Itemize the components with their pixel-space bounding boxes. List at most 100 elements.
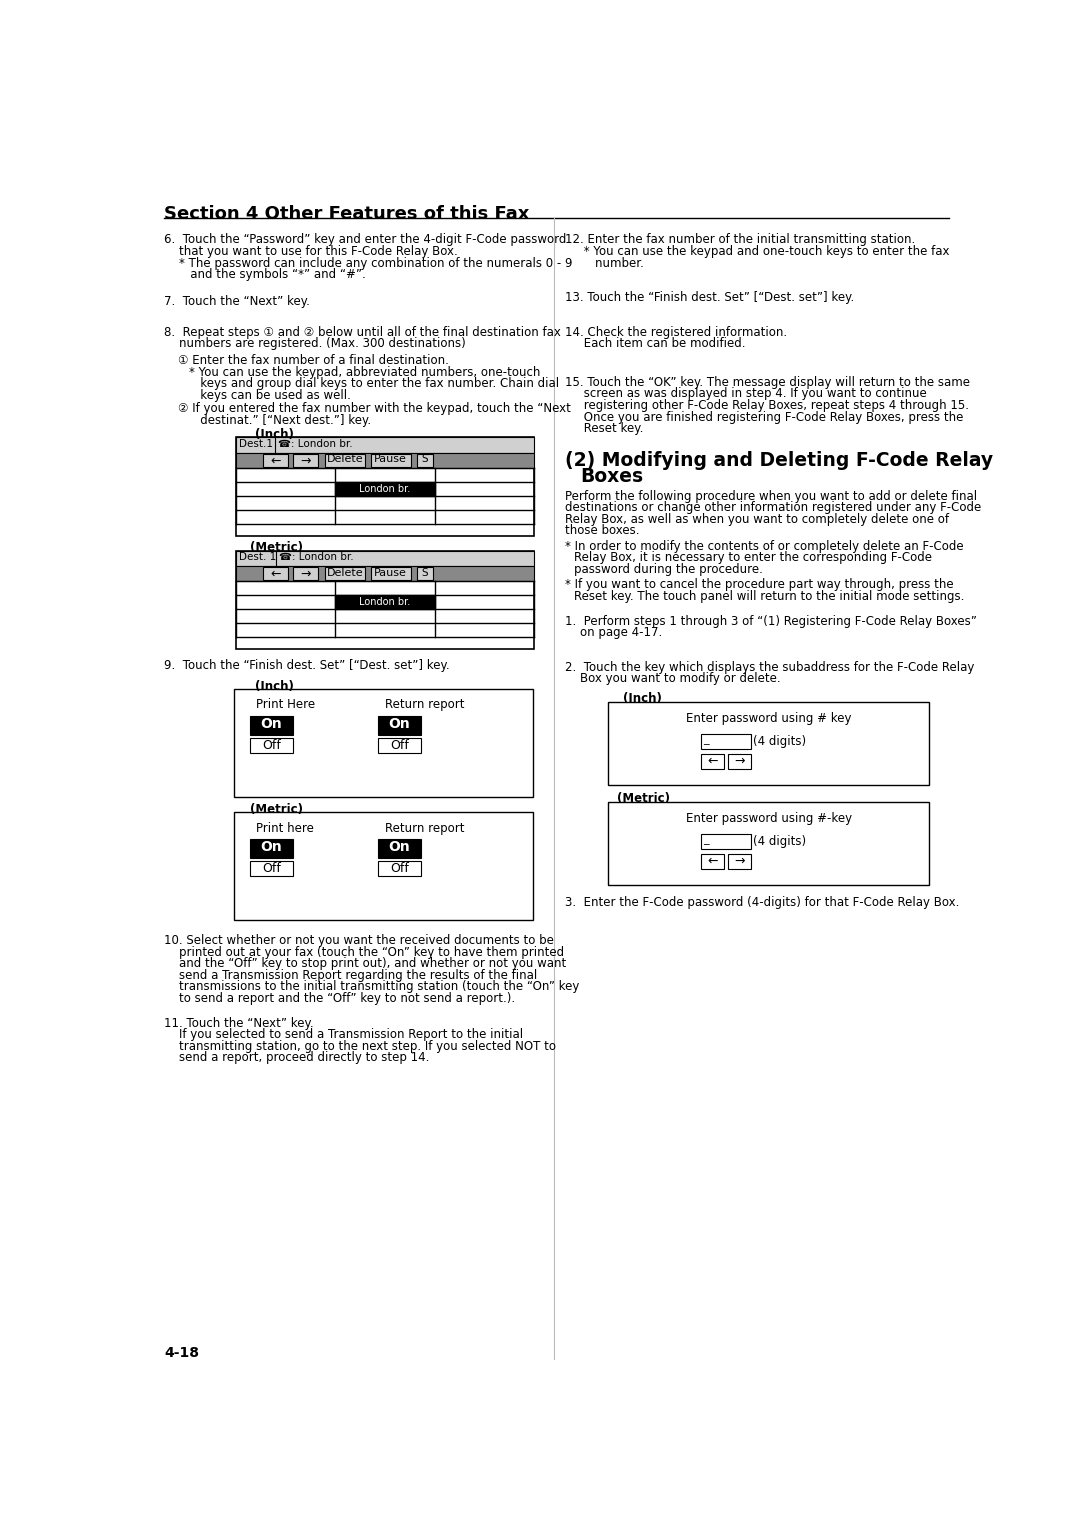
Text: 6.  Touch the “Password” key and enter the 4-digit F-Code password: 6. Touch the “Password” key and enter th… bbox=[164, 234, 567, 246]
Text: 1.  Perform steps 1 through 3 of “(1) Registering F-Code Relay Boxes”: 1. Perform steps 1 through 3 of “(1) Reg… bbox=[565, 614, 977, 628]
Bar bbox=[608, 802, 930, 885]
Text: Enter password using #-key: Enter password using #-key bbox=[686, 813, 852, 825]
Text: (Metric): (Metric) bbox=[249, 804, 302, 816]
Text: ☎: London br.: ☎: London br. bbox=[279, 552, 354, 562]
Text: destinations or change other information registered under any F-Code: destinations or change other information… bbox=[565, 501, 982, 515]
Bar bbox=[262, 454, 287, 466]
Text: On: On bbox=[389, 840, 410, 854]
Text: ←: ← bbox=[270, 567, 281, 581]
Text: 11. Touch the “Next” key.: 11. Touch the “Next” key. bbox=[164, 1016, 314, 1030]
Bar bbox=[378, 860, 421, 877]
Bar bbox=[417, 454, 433, 466]
Text: Once you are finished registering F-Code Relay Boxes, press the: Once you are finished registering F-Code… bbox=[565, 411, 963, 423]
Bar bbox=[234, 813, 532, 920]
Text: 8.  Repeat steps ① and ② below until all of the final destination fax: 8. Repeat steps ① and ② below until all … bbox=[164, 325, 562, 339]
Bar bbox=[701, 733, 751, 749]
Text: Box you want to modify or delete.: Box you want to modify or delete. bbox=[565, 672, 781, 686]
Text: 12. Enter the fax number of the initial transmitting station.: 12. Enter the fax number of the initial … bbox=[565, 234, 916, 246]
Text: (Inch): (Inch) bbox=[255, 680, 294, 694]
Text: * In order to modify the contents of or completely delete an F-Code: * In order to modify the contents of or … bbox=[565, 539, 963, 553]
Text: Dest. 1: Dest. 1 bbox=[239, 552, 276, 562]
Bar bbox=[293, 567, 318, 581]
Text: On: On bbox=[260, 840, 282, 854]
Text: numbers are registered. (Max. 300 destinations): numbers are registered. (Max. 300 destin… bbox=[164, 338, 467, 350]
Text: ② If you entered the fax number with the keypad, touch the “Next: ② If you entered the fax number with the… bbox=[178, 402, 571, 416]
Text: Pause: Pause bbox=[375, 454, 407, 465]
Text: * You can use the keypad, abbreviated numbers, one-touch: * You can use the keypad, abbreviated nu… bbox=[189, 365, 541, 379]
Bar bbox=[370, 567, 410, 581]
Text: printed out at your fax (touch the “On” key to have them printed: printed out at your fax (touch the “On” … bbox=[164, 946, 565, 958]
Text: (Metric): (Metric) bbox=[617, 792, 670, 805]
Bar bbox=[417, 567, 433, 581]
Bar bbox=[325, 567, 365, 581]
Text: * The password can include any combination of the numerals 0 - 9: * The password can include any combinati… bbox=[164, 257, 573, 269]
Bar bbox=[335, 596, 434, 610]
Text: S: S bbox=[421, 567, 428, 578]
Text: →: → bbox=[734, 854, 745, 868]
Bar bbox=[370, 454, 410, 466]
Text: _: _ bbox=[703, 834, 708, 845]
Text: (Inch): (Inch) bbox=[255, 428, 294, 442]
Bar bbox=[608, 701, 930, 785]
Text: 13. Touch the “Finish dest. Set” [“Dest. set”] key.: 13. Touch the “Finish dest. Set” [“Dest.… bbox=[565, 292, 854, 304]
Bar bbox=[701, 854, 724, 869]
Text: and the “Off” key to stop print out), and whether or not you want: and the “Off” key to stop print out), an… bbox=[164, 957, 567, 970]
Bar bbox=[701, 753, 724, 769]
Bar bbox=[262, 567, 287, 581]
Text: (4 digits): (4 digits) bbox=[754, 834, 807, 848]
Text: password during the procedure.: password during the procedure. bbox=[575, 562, 764, 576]
Text: Relay Box, as well as when you want to completely delete one of: Relay Box, as well as when you want to c… bbox=[565, 513, 949, 526]
Bar bbox=[235, 452, 535, 468]
Bar bbox=[378, 717, 421, 735]
Text: and the symbols “*” and “#”.: and the symbols “*” and “#”. bbox=[164, 267, 366, 281]
Text: on page 4-17.: on page 4-17. bbox=[565, 626, 662, 639]
Text: 14. Check the registered information.: 14. Check the registered information. bbox=[565, 325, 787, 339]
Bar bbox=[728, 753, 751, 769]
Text: 3.  Enter the F-Code password (4-digits) for that F-Code Relay Box.: 3. Enter the F-Code password (4-digits) … bbox=[565, 895, 959, 909]
Text: London br.: London br. bbox=[360, 484, 410, 494]
Text: screen as was displayed in step 4. If you want to continue: screen as was displayed in step 4. If yo… bbox=[565, 388, 927, 400]
Text: Off: Off bbox=[262, 738, 281, 752]
Text: ←: ← bbox=[270, 454, 281, 468]
Text: 15. Touch the “OK” key. The message display will return to the same: 15. Touch the “OK” key. The message disp… bbox=[565, 376, 970, 388]
Text: ←: ← bbox=[707, 755, 717, 767]
Text: If you selected to send a Transmission Report to the initial: If you selected to send a Transmission R… bbox=[164, 1028, 524, 1041]
Bar bbox=[234, 689, 532, 798]
Text: Off: Off bbox=[262, 862, 281, 874]
Text: keys can be used as well.: keys can be used as well. bbox=[189, 390, 351, 402]
Text: transmitting station, go to the next step. If you selected NOT to: transmitting station, go to the next ste… bbox=[164, 1039, 556, 1053]
Text: Pause: Pause bbox=[375, 567, 407, 578]
Text: 9.  Touch the “Finish dest. Set” [“Dest. set”] key.: 9. Touch the “Finish dest. Set” [“Dest. … bbox=[164, 659, 450, 672]
Bar bbox=[728, 854, 751, 869]
Bar bbox=[378, 738, 421, 753]
Text: Off: Off bbox=[390, 738, 408, 752]
Text: transmissions to the initial transmitting station (touch the “On” key: transmissions to the initial transmittin… bbox=[164, 981, 580, 993]
Text: send a Transmission Report regarding the results of the final: send a Transmission Report regarding the… bbox=[164, 969, 538, 983]
Text: ☎: London br.: ☎: London br. bbox=[278, 439, 352, 449]
Bar bbox=[249, 738, 293, 753]
Text: ① Enter the fax number of a final destination.: ① Enter the fax number of a final destin… bbox=[178, 354, 449, 367]
Text: to send a report and the “Off” key to not send a report.).: to send a report and the “Off” key to no… bbox=[164, 992, 515, 1005]
Text: 10. Select whether or not you want the received documents to be: 10. Select whether or not you want the r… bbox=[164, 934, 554, 947]
Bar bbox=[249, 717, 293, 735]
Bar bbox=[235, 550, 535, 565]
Text: 7.  Touch the “Next” key.: 7. Touch the “Next” key. bbox=[164, 295, 310, 309]
Text: 2.  Touch the key which displays the subaddress for the F-Code Relay: 2. Touch the key which displays the suba… bbox=[565, 660, 974, 674]
Text: _: _ bbox=[703, 735, 708, 744]
Bar bbox=[293, 454, 318, 466]
Text: Return report: Return report bbox=[386, 698, 464, 712]
Text: number.: number. bbox=[565, 257, 644, 269]
Text: Each item can be modified.: Each item can be modified. bbox=[565, 338, 745, 350]
Text: Print here: Print here bbox=[256, 822, 314, 834]
Text: On: On bbox=[389, 717, 410, 730]
Bar bbox=[235, 437, 535, 452]
Text: that you want to use for this F-Code Relay Box.: that you want to use for this F-Code Rel… bbox=[164, 244, 458, 258]
Bar bbox=[235, 565, 535, 582]
Text: send a report, proceed directly to step 14.: send a report, proceed directly to step … bbox=[164, 1051, 430, 1063]
Text: (Inch): (Inch) bbox=[623, 692, 662, 704]
Text: ←: ← bbox=[707, 854, 717, 868]
Text: Boxes: Boxes bbox=[581, 466, 644, 486]
Text: (4 digits): (4 digits) bbox=[754, 735, 807, 747]
Text: Delete: Delete bbox=[327, 454, 363, 465]
Text: →: → bbox=[734, 755, 745, 767]
